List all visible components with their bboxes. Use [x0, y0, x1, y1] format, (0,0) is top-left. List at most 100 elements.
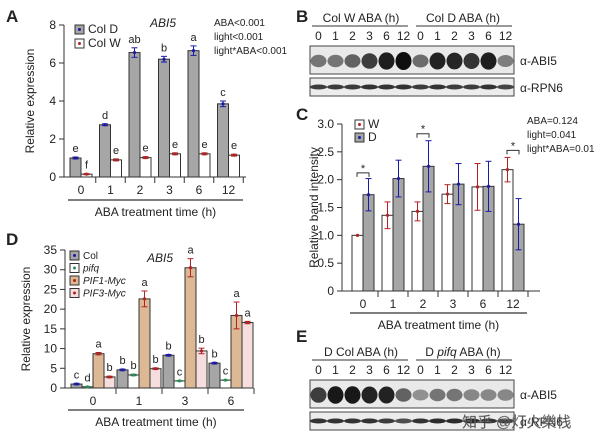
y-tick-label: 0 [50, 381, 57, 395]
legend-label: Col [83, 251, 98, 262]
blot-band [395, 388, 412, 402]
data-point [103, 123, 107, 127]
lane-label: 3 [366, 363, 373, 377]
legend-label: W [368, 117, 380, 131]
y-axis-label: Relative expression [23, 49, 37, 154]
blot-band [412, 418, 429, 424]
stats-text: ABA<0.001 [214, 18, 265, 29]
lane-label: 1 [434, 363, 441, 377]
blot-band [310, 84, 327, 90]
y-tick-label: 0.5 [317, 256, 334, 270]
blot-group-label: Col W ABA (h) [323, 11, 400, 25]
blot-band [378, 418, 395, 424]
blot-band [463, 53, 480, 69]
y-tick-label: 25 [44, 282, 58, 296]
data-point [132, 50, 137, 55]
data-point [131, 373, 136, 377]
blot-band [480, 52, 497, 70]
significance-bracket [356, 172, 370, 177]
bar [198, 153, 211, 178]
bar [162, 354, 175, 389]
lane-label: 3 [366, 29, 373, 43]
y-axis-label: Relative band intensity [307, 147, 321, 268]
y-tick-label: 20 [44, 302, 58, 316]
bar [92, 353, 105, 389]
significance-letter: e [172, 139, 178, 151]
data-point [85, 385, 90, 389]
significance-letter: b [130, 360, 136, 372]
bar [217, 103, 229, 178]
x-tick-label: 3 [182, 394, 189, 408]
blot-band [327, 84, 344, 90]
data-point [191, 49, 196, 53]
blot-band [310, 418, 327, 424]
blot-band [378, 84, 395, 90]
significance-letter: e [231, 140, 237, 152]
y-tick-label: 35 [44, 243, 58, 257]
blot-band [344, 84, 361, 90]
significance-letter: a [95, 339, 102, 351]
x-axis-label: ABA treatment time (h) [95, 205, 216, 219]
bar [501, 169, 514, 292]
blot-band [463, 418, 480, 424]
significance-letter: b [165, 340, 171, 352]
lane-label: 3 [468, 363, 475, 377]
x-tick-label: 1 [136, 394, 143, 408]
significance-letter: b [106, 362, 112, 374]
blot-band [446, 52, 463, 70]
significance-letter: a [187, 245, 194, 257]
lane-label: 12 [397, 29, 411, 43]
lane-label: 0 [315, 29, 322, 43]
blot-band [497, 389, 514, 401]
data-point [486, 184, 491, 188]
blot-band [429, 418, 446, 424]
chart-title: ABI5 [146, 251, 173, 265]
significance-letter: d [84, 372, 90, 384]
bar [139, 157, 152, 178]
x-axis-label: ABA treatment time (h) [95, 415, 216, 429]
blot-band [378, 52, 395, 70]
bar [208, 362, 221, 389]
lane-label: 2 [451, 363, 458, 377]
legend-dot [78, 42, 81, 45]
legend-dot [73, 291, 76, 295]
antibody-label: α-RPN6 [520, 415, 563, 429]
lane-label: 2 [349, 363, 356, 377]
data-point [143, 156, 148, 160]
y-tick-label: 0 [327, 284, 334, 298]
blot-band [310, 54, 327, 68]
bar [351, 234, 364, 292]
y-tick-label: 3.0 [317, 117, 334, 131]
stats-text: light*ABA=0.01 [527, 144, 595, 155]
panel-letter-b: B [296, 7, 308, 26]
y-tick-label: 2 [49, 132, 56, 146]
blot-band [412, 389, 429, 401]
y-tick-label: 0 [49, 170, 56, 184]
data-point [166, 353, 171, 357]
significance-star: * [361, 163, 366, 175]
data-point [188, 266, 193, 270]
bar [138, 298, 151, 389]
data-point [232, 153, 236, 157]
western-blot-b: Col W ABA (h) Col D ABA (h)0 1 2 3 6 12 0 1 2 3 6 12… [309, 11, 563, 97]
x-tick-label: 2 [137, 183, 144, 197]
y-tick-label: 1.0 [317, 228, 334, 242]
significance-letter: e [142, 143, 148, 155]
blot-band [446, 418, 463, 424]
x-tick-label: 3 [450, 297, 457, 311]
blot-band [412, 84, 429, 90]
y-tick-label: 15 [44, 322, 58, 336]
bar [441, 193, 454, 292]
lane-label: 0 [417, 29, 424, 43]
significance-letter: b [198, 334, 204, 346]
data-point [73, 156, 78, 160]
y-tick-label: 2.5 [317, 145, 334, 159]
significance-bracket [506, 149, 520, 155]
blot-band [361, 386, 378, 404]
legend-dot [78, 28, 81, 31]
x-tick-label: 0 [90, 394, 97, 408]
legend-label: Col D [88, 22, 118, 36]
antibody-label: α-ABI5 [520, 54, 557, 68]
x-axis-label: ABA treatment time (h) [378, 318, 499, 332]
